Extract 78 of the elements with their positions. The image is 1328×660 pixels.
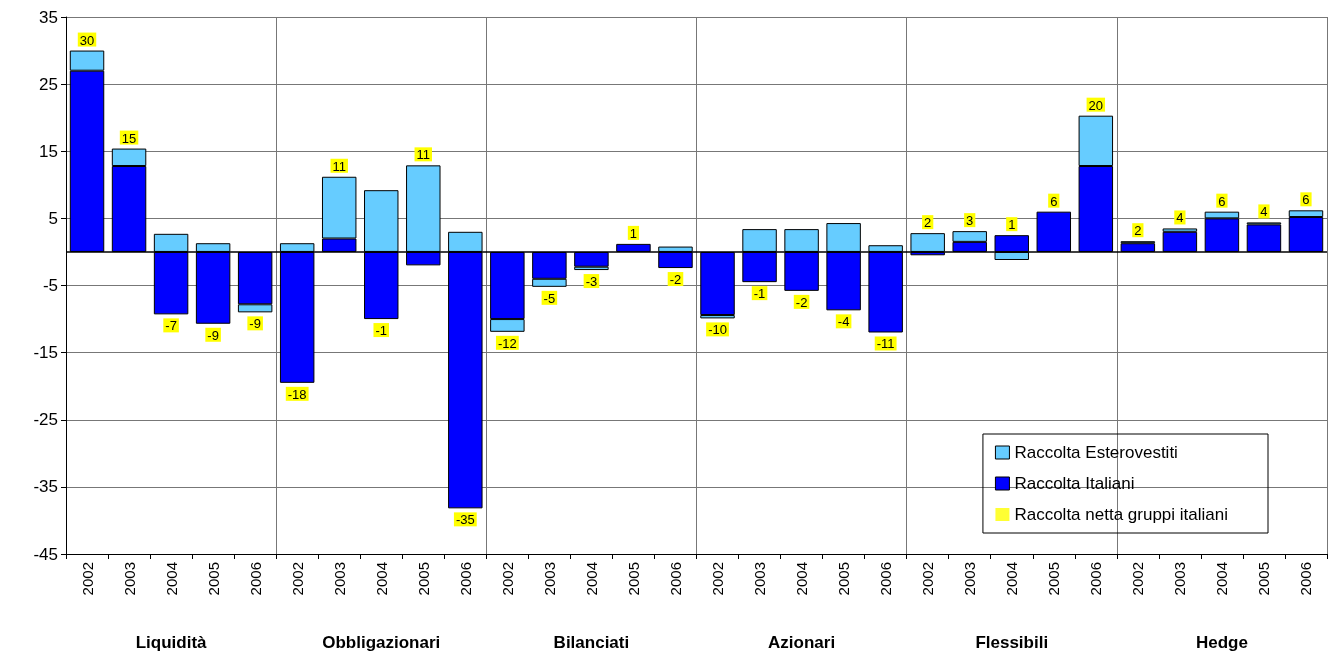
total-label: -11 (876, 336, 895, 352)
x-tick-label: 2005 (835, 562, 853, 596)
y-tick-label: 5 (48, 208, 58, 228)
y-tick-label: -35 (33, 477, 58, 497)
x-tick-label: 2004 (372, 562, 390, 596)
x-tick-label: 2006 (246, 562, 264, 596)
x-tick-label: 2002 (709, 562, 727, 596)
y-tick-label: -5 (42, 276, 58, 295)
total-label: -5 (543, 290, 556, 306)
total-label: -18 (287, 386, 307, 402)
x-tick-label: 2003 (751, 562, 769, 596)
y-tick-label: -45 (33, 544, 58, 564)
total-label: 4 (1260, 204, 1268, 220)
x-tick-label: 2004 (793, 562, 811, 596)
total-label: -35 (455, 512, 475, 528)
text: Azionari (768, 632, 836, 652)
x-tick-label: 2003 (120, 562, 138, 596)
text: Liquidità (135, 632, 208, 652)
x-tick-label: 2006 (456, 562, 474, 596)
x-tick-label: 2002 (1129, 562, 1147, 596)
y-tick-label: -25 (33, 410, 58, 430)
x-tick-label: 2005 (624, 562, 642, 596)
total-label: 11 (332, 158, 346, 174)
x-tick-label: 2005 (414, 562, 432, 596)
total-label: -9 (207, 327, 219, 343)
x-tick-label: 2004 (1213, 562, 1231, 596)
total-label: -1 (753, 286, 766, 302)
x-tick-label: 2004 (162, 562, 180, 596)
total-label: -7 (165, 318, 177, 334)
total-label: 3 (966, 213, 974, 229)
y-tick-label: -15 (33, 343, 58, 363)
total-label: 15 (121, 130, 137, 146)
total-label: 20 (1088, 97, 1104, 113)
x-tick-label: 2002 (919, 562, 937, 596)
x-tick-label: 2002 (78, 562, 96, 596)
x-tick-label: 2006 (1087, 562, 1105, 596)
total-label: 1 (629, 225, 638, 241)
total-label: -3 (585, 274, 598, 290)
total-label: 11 (416, 147, 431, 163)
x-tick-label: 2006 (877, 562, 895, 596)
text: Bilanciati (553, 632, 630, 652)
y-tick-label: 25 (39, 74, 58, 94)
total-label: -12 (497, 335, 517, 351)
x-tick-label: 2005 (204, 562, 222, 596)
total-label: -9 (249, 316, 261, 332)
total-label: 2 (924, 215, 932, 231)
total-label: -2 (795, 294, 808, 310)
total-label: 6 (1302, 192, 1310, 208)
x-tick-label: 2006 (1297, 562, 1315, 596)
total-label: 2 (1134, 223, 1142, 239)
x-tick-label: 2003 (1171, 562, 1189, 596)
x-tick-label: 2003 (540, 562, 558, 596)
total-label: -2 (669, 272, 682, 288)
legend-label: Raccolta netta gruppi italiani (1014, 505, 1229, 524)
text: Obbligazionari (322, 632, 441, 652)
total-label: 1 (1008, 217, 1016, 233)
total-label: -4 (837, 314, 850, 330)
x-tick-label: 2003 (330, 562, 348, 596)
total-label: 6 (1050, 193, 1058, 209)
total-label: 4 (1176, 210, 1184, 226)
total-label: -10 (708, 322, 727, 338)
legend-label: Raccolta Esterovestiti (1014, 443, 1178, 462)
x-tick-label: 2005 (1255, 562, 1273, 596)
x-tick-label: 2005 (1045, 562, 1063, 596)
y-tick-label: 15 (39, 141, 58, 161)
x-tick-label: 2002 (288, 562, 306, 596)
x-tick-label: 2002 (498, 562, 516, 596)
x-tick-label: 2004 (1003, 562, 1021, 596)
x-tick-label: 2003 (961, 562, 979, 596)
legend-label: Raccolta Italiani (1014, 474, 1135, 493)
y-tick-label: 35 (39, 7, 58, 27)
text: Flessibili (975, 632, 1049, 652)
total-label: -1 (375, 323, 388, 339)
x-tick-label: 2004 (582, 562, 600, 596)
x-tick-label: 2006 (666, 562, 684, 596)
total-label: 6 (1218, 193, 1226, 209)
text: Hedge (1195, 632, 1248, 652)
total-label: 30 (79, 32, 95, 48)
